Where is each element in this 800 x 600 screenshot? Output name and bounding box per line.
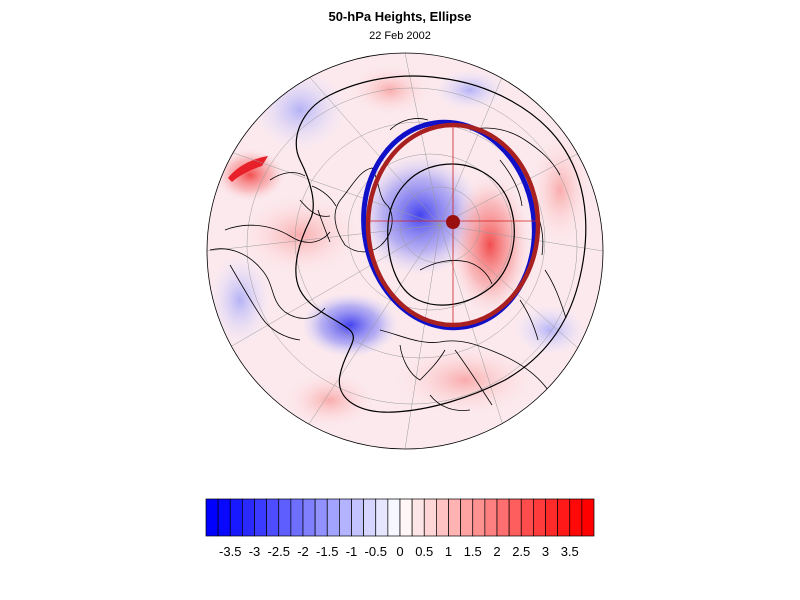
colorbar-box <box>411 498 425 537</box>
contour-outer <box>295 75 587 413</box>
colorbar-box <box>254 498 267 537</box>
colorbar-tick-label: -0.5 <box>365 544 387 559</box>
colorbar-tick-label: 3 <box>542 544 549 559</box>
colorbar-box <box>314 498 328 537</box>
colorbar-box <box>399 498 413 537</box>
colorbar-box <box>496 498 510 537</box>
colorbar-tick-label: 2 <box>493 544 500 559</box>
colorbar-box <box>375 498 389 537</box>
colorbar-tick-label: 2.5 <box>512 544 530 559</box>
colorbar-box <box>436 498 449 537</box>
colorbar-box <box>460 498 474 537</box>
colorbar-tick-label: -2 <box>297 544 309 559</box>
colorbar-tick-label: -3.5 <box>219 544 241 559</box>
graticule <box>207 53 603 449</box>
colorbar-tick-label: 1 <box>445 544 452 559</box>
colorbar-box <box>508 498 522 537</box>
colorbar-box <box>363 498 377 537</box>
colorbar-box <box>520 498 534 537</box>
colorbar-box <box>339 498 352 537</box>
colorbar-box <box>351 498 364 537</box>
colorbar-tick-label: 1.5 <box>464 544 482 559</box>
colorbar-box <box>290 498 304 537</box>
colorbar-box <box>217 498 231 537</box>
contour-inner <box>387 163 515 306</box>
colorbar-box <box>484 498 498 537</box>
greenland-coast <box>334 167 393 253</box>
anomaly-red-alaska <box>215 149 285 201</box>
height-contours <box>295 75 587 413</box>
colorbar-box <box>581 498 595 537</box>
ellipse-center-marker <box>446 215 460 229</box>
colorbar-box <box>569 498 583 537</box>
colorbar-box <box>266 498 280 537</box>
colorbar-box <box>545 498 558 537</box>
colorbar-tick-label: 0 <box>396 544 403 559</box>
colorbar-box <box>448 498 461 537</box>
colorbar-box <box>387 498 401 537</box>
colorbar-tick-label: -2.5 <box>268 544 290 559</box>
colorbar-box <box>472 498 486 537</box>
colorbar-tick-label: 3.5 <box>561 544 579 559</box>
colorbar-box <box>533 498 546 537</box>
map-date: 22 Feb 2002 <box>369 30 431 42</box>
colorbar-box <box>242 498 255 537</box>
anomaly-blue-atlantic <box>302 293 398 357</box>
colorbar-tick-label: -3 <box>249 544 261 559</box>
map-border <box>206 52 604 450</box>
colorbar-tick-label: 0.5 <box>415 544 433 559</box>
colorbar-tick-label: -1 <box>346 544 358 559</box>
colorbar-box <box>205 498 219 537</box>
coastlines <box>209 118 567 411</box>
colorbar-box <box>557 498 571 537</box>
colorbar-boxes <box>205 498 595 537</box>
map-title: 50-hPa Heights, Ellipse <box>328 9 472 24</box>
colorbar-box <box>302 498 316 537</box>
colorbar-tick-labels: -3.5 -3 -2.5 -2 -1.5 -1 -0.5 0 0.5 1 1.5 2 2.5 3 3.5 <box>219 544 579 559</box>
colorbar-box <box>326 498 340 537</box>
observed-vortex-edge <box>361 119 537 331</box>
colorbar-box <box>278 498 292 537</box>
anomaly-red-east <box>450 175 530 315</box>
colorbar-box <box>423 498 437 537</box>
colorbar-tick-label: -1.5 <box>316 544 338 559</box>
colorbar-box <box>229 498 243 537</box>
